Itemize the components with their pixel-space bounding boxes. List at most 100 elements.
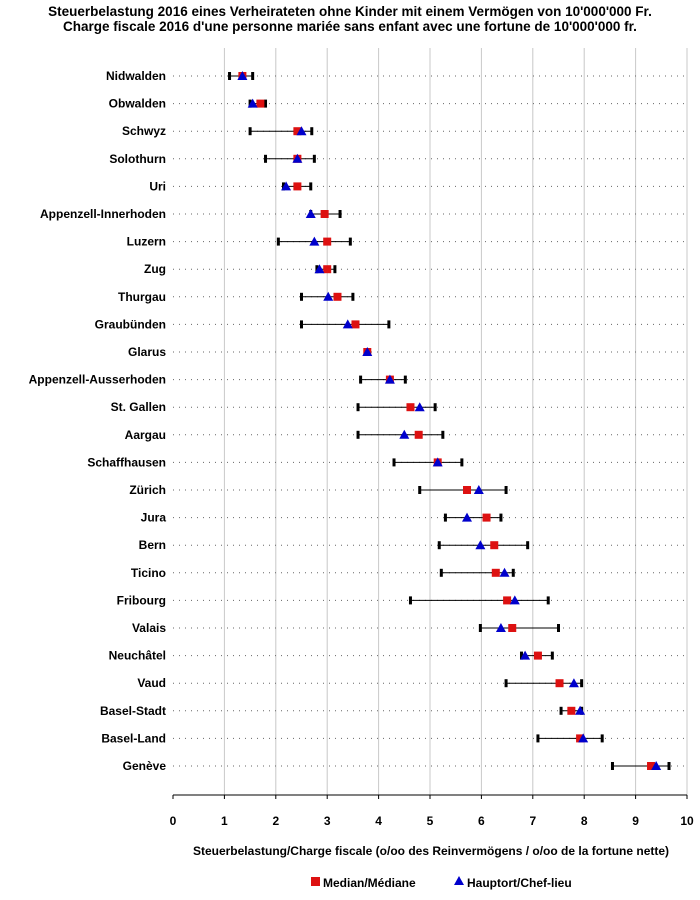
range-max-cap bbox=[251, 72, 255, 80]
capital-marker bbox=[568, 678, 579, 688]
canton-label: Bern bbox=[139, 538, 166, 552]
median-marker bbox=[576, 734, 585, 743]
range-min-cap bbox=[478, 624, 482, 632]
canton-row: Valais bbox=[132, 621, 687, 635]
median-marker bbox=[256, 99, 265, 108]
canton-row: Schwyz bbox=[122, 124, 687, 138]
range-min-cap bbox=[536, 734, 540, 743]
capital-marker bbox=[578, 733, 589, 743]
range-min-cap bbox=[264, 154, 268, 163]
canton-row: Bern bbox=[139, 538, 687, 552]
range-max-cap bbox=[348, 237, 352, 246]
capital-marker bbox=[237, 71, 248, 80]
canton-label: Schwyz bbox=[122, 124, 166, 138]
canton-row: Basel-Stadt bbox=[100, 704, 687, 718]
range-max-cap bbox=[504, 486, 508, 494]
range-min-cap bbox=[437, 541, 441, 550]
capital-marker bbox=[414, 402, 425, 412]
range-max-cap bbox=[310, 127, 314, 136]
capital-marker bbox=[281, 181, 292, 191]
canton-label: Zug bbox=[144, 262, 166, 276]
range-max-cap bbox=[433, 403, 437, 412]
median-marker bbox=[320, 210, 329, 218]
chart-title-line-2: Charge fiscale 2016 d'une personne marié… bbox=[63, 19, 637, 34]
capital-marker bbox=[314, 264, 325, 274]
canton-label: Thurgau bbox=[118, 290, 166, 304]
x-axis: 0 1 2 3 4 5 6 7 8 9 10 bbox=[170, 794, 694, 828]
range-max-cap bbox=[264, 99, 268, 108]
range-min-cap bbox=[418, 486, 422, 494]
median-marker bbox=[323, 237, 332, 246]
canton-label: Genève bbox=[123, 759, 167, 773]
x-tick-label: 10 bbox=[680, 814, 694, 828]
canton-row: Luzern bbox=[127, 235, 687, 249]
capital-marker bbox=[473, 485, 484, 494]
range-max-cap bbox=[309, 182, 313, 191]
canton-label: Vaud bbox=[137, 676, 166, 690]
canton-rows: Nidwalden Obwalden Schwyz Solothurn Uri Appen… bbox=[29, 69, 687, 773]
canton-row: Appenzell-Ausserhoden bbox=[29, 373, 687, 387]
x-tick-label: 6 bbox=[478, 814, 485, 828]
median-marker bbox=[414, 430, 423, 439]
range-min-cap bbox=[300, 292, 303, 301]
median-marker bbox=[533, 651, 542, 660]
canton-row: Basel-Land bbox=[101, 731, 687, 745]
canton-row: Aargau bbox=[125, 428, 687, 442]
range-min-cap bbox=[228, 72, 232, 80]
range-min-cap bbox=[504, 679, 508, 688]
capital-marker bbox=[362, 347, 373, 356]
range-max-cap bbox=[441, 430, 445, 439]
range-min-cap bbox=[356, 403, 360, 412]
capital-marker bbox=[432, 457, 443, 467]
canton-row: Ticino bbox=[131, 566, 687, 580]
legend-median-label: Median/Médiane bbox=[323, 876, 416, 890]
legend-capital-marker bbox=[454, 876, 464, 885]
median-marker bbox=[333, 292, 342, 301]
canton-row: Vaud bbox=[137, 676, 687, 690]
range-min-cap bbox=[559, 706, 563, 715]
legend-capital-label: Hauptort/Chef-lieu bbox=[467, 876, 572, 890]
capital-marker bbox=[509, 595, 520, 605]
capital-marker bbox=[296, 126, 307, 136]
median-marker bbox=[567, 706, 576, 715]
capital-marker bbox=[575, 705, 586, 715]
median-marker bbox=[555, 679, 564, 688]
range-max-cap bbox=[403, 375, 407, 384]
range-min-cap bbox=[439, 568, 443, 577]
canton-row: Zug bbox=[144, 262, 687, 276]
range-max-cap bbox=[546, 596, 550, 605]
range-max-cap bbox=[387, 320, 391, 329]
canton-label: Fribourg bbox=[117, 593, 166, 607]
canton-label: Aargau bbox=[125, 428, 166, 442]
canton-row: Glarus bbox=[128, 345, 687, 359]
canton-label: Neuchâtel bbox=[109, 649, 166, 663]
median-marker bbox=[490, 541, 499, 550]
x-tick-label: 8 bbox=[581, 814, 588, 828]
x-tick-label: 3 bbox=[324, 814, 331, 828]
range-min-cap bbox=[408, 596, 412, 605]
canton-row: Zürich bbox=[129, 483, 687, 497]
canton-row: Appenzell-Innerhoden bbox=[40, 207, 687, 221]
capital-marker bbox=[342, 319, 353, 329]
canton-row: Schaffhausen bbox=[87, 455, 687, 469]
range-max-cap bbox=[499, 513, 503, 522]
canton-label: Ticino bbox=[131, 566, 166, 580]
range-max-cap bbox=[338, 210, 342, 218]
x-axis-label: Steuerbelastung/Charge fiscale (o/oo des… bbox=[193, 844, 669, 858]
canton-label: Basel-Land bbox=[101, 731, 166, 745]
median-marker bbox=[491, 568, 500, 577]
chart-title-line-1: Steuerbelastung 2016 eines Verheirateten… bbox=[48, 4, 652, 19]
canton-label: Jura bbox=[141, 511, 167, 525]
canton-label: Uri bbox=[149, 179, 166, 193]
median-marker bbox=[293, 127, 302, 136]
canton-label: Valais bbox=[132, 621, 166, 635]
range-max-cap bbox=[667, 762, 671, 770]
canton-row: Solothurn bbox=[109, 152, 687, 166]
canton-label: Schaffhausen bbox=[87, 455, 166, 469]
legend: Median/Médiane Hauptort/Chef-lieu bbox=[311, 876, 572, 890]
capital-marker bbox=[305, 209, 316, 218]
x-tick-label: 9 bbox=[632, 814, 639, 828]
capital-marker bbox=[399, 429, 410, 439]
range-max-cap bbox=[511, 568, 515, 577]
